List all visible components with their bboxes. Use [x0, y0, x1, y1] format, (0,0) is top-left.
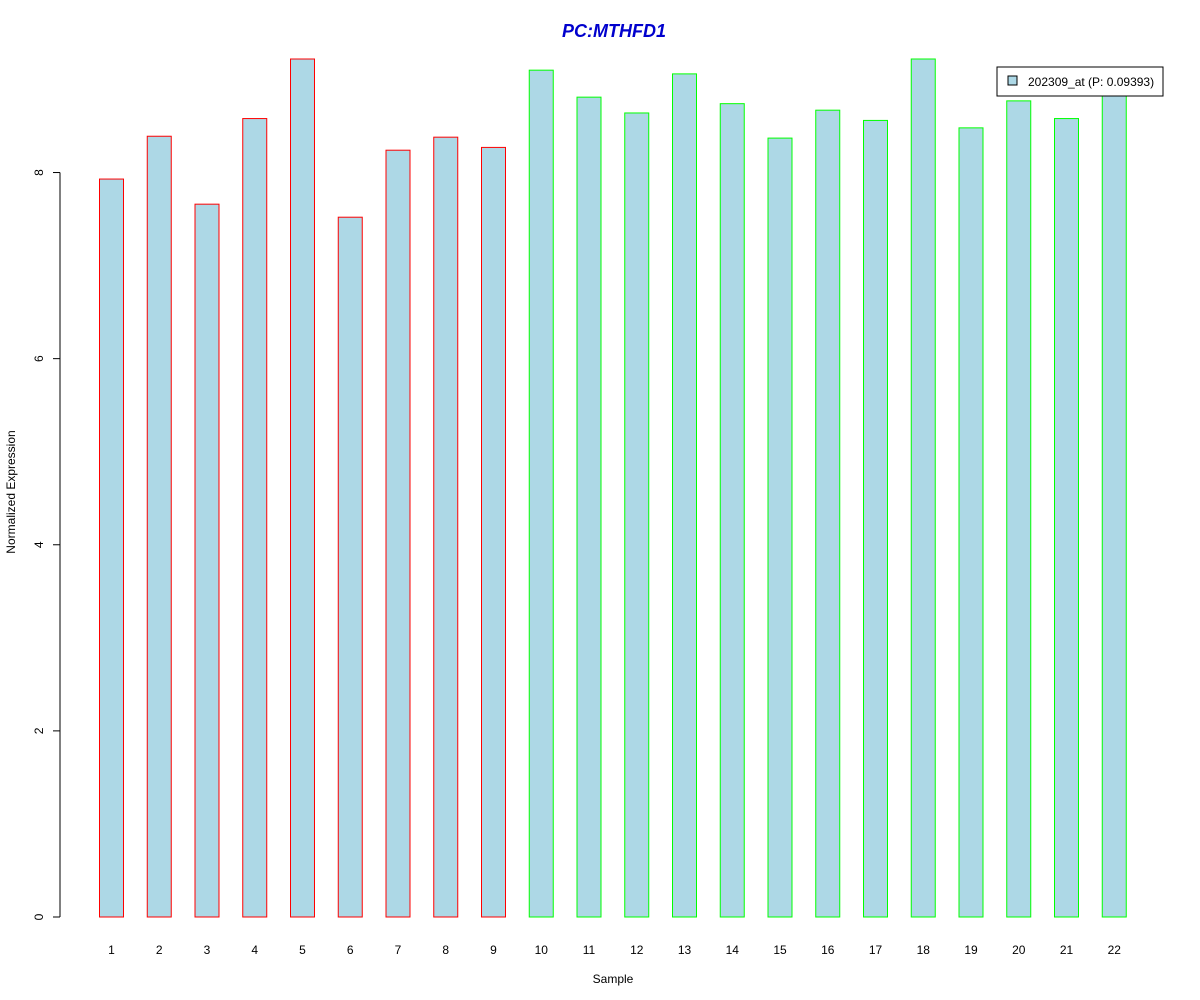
x-tick-label: 14 — [726, 943, 740, 957]
x-axis-label: Sample — [593, 972, 634, 986]
legend-box — [996, 66, 1164, 97]
bar-sample-3 — [194, 203, 220, 918]
bar-sample-21 — [1054, 118, 1079, 918]
x-tick-label: 13 — [678, 943, 692, 957]
y-tick-label: 0 — [32, 913, 46, 920]
legend-label: 202309_at (P: 0.09393) — [1028, 75, 1154, 89]
x-tick-label: 12 — [630, 943, 644, 957]
bar-sample-16 — [815, 109, 841, 918]
x-tick-label: 22 — [1108, 943, 1122, 957]
y-tick-label: 2 — [32, 727, 46, 734]
y-axis: 0 2 4 6 8 — [32, 169, 61, 920]
x-tick-label: 3 — [204, 943, 211, 957]
chart-title: PC:MTHFD1 — [562, 21, 666, 41]
x-tick-label: 21 — [1060, 943, 1074, 957]
x-tick-label: 6 — [347, 943, 354, 957]
bar-sample-15 — [767, 137, 793, 918]
legend: 202309_at (P: 0.09393) — [996, 66, 1164, 97]
bar-sample-19 — [958, 127, 984, 918]
x-tick-label: 16 — [821, 943, 835, 957]
x-tick-label: 2 — [156, 943, 163, 957]
legend-swatch — [1007, 75, 1018, 86]
bar-sample-20 — [1006, 100, 1032, 918]
x-tick-label: 4 — [251, 943, 258, 957]
y-tick-label: 6 — [32, 355, 46, 362]
bar-sample-14 — [719, 103, 745, 918]
bar-sample-10 — [528, 69, 554, 918]
x-axis-tick-labels: 1 2 3 4 5 6 7 8 9 10 11 12 13 14 15 16 17 18 19 20 21 22 — [108, 943, 1121, 957]
bar-sample-5 — [290, 58, 315, 918]
x-tick-label: 9 — [490, 943, 497, 957]
bar-sample-22 — [1101, 83, 1127, 918]
bar-sample-13 — [672, 73, 697, 918]
bar-sample-8 — [433, 136, 459, 918]
bar-sample-9 — [481, 146, 506, 918]
y-axis-label: Normalized Expression — [4, 430, 18, 553]
bar-sample-12 — [624, 112, 650, 918]
bar-sample-2 — [146, 135, 172, 918]
y-tick-label: 8 — [32, 169, 46, 176]
bars — [99, 58, 1127, 918]
y-tick-label: 4 — [32, 541, 46, 548]
x-tick-label: 1 — [108, 943, 115, 957]
bar-sample-1 — [99, 178, 124, 918]
bar-sample-4 — [242, 118, 268, 918]
x-tick-label: 19 — [964, 943, 978, 957]
bar-sample-7 — [385, 149, 411, 918]
x-tick-label: 8 — [442, 943, 449, 957]
x-tick-label: 11 — [583, 943, 596, 957]
bar-sample-18 — [910, 58, 936, 918]
bar-sample-17 — [863, 119, 888, 918]
bar-sample-11 — [576, 96, 602, 918]
x-tick-label: 7 — [395, 943, 402, 957]
x-tick-label: 17 — [869, 943, 883, 957]
x-tick-label: 10 — [535, 943, 549, 957]
x-tick-label: 15 — [773, 943, 787, 957]
x-tick-label: 18 — [917, 943, 931, 957]
x-tick-label: 20 — [1012, 943, 1026, 957]
bar-sample-6 — [337, 216, 363, 918]
x-tick-label: 5 — [299, 943, 306, 957]
